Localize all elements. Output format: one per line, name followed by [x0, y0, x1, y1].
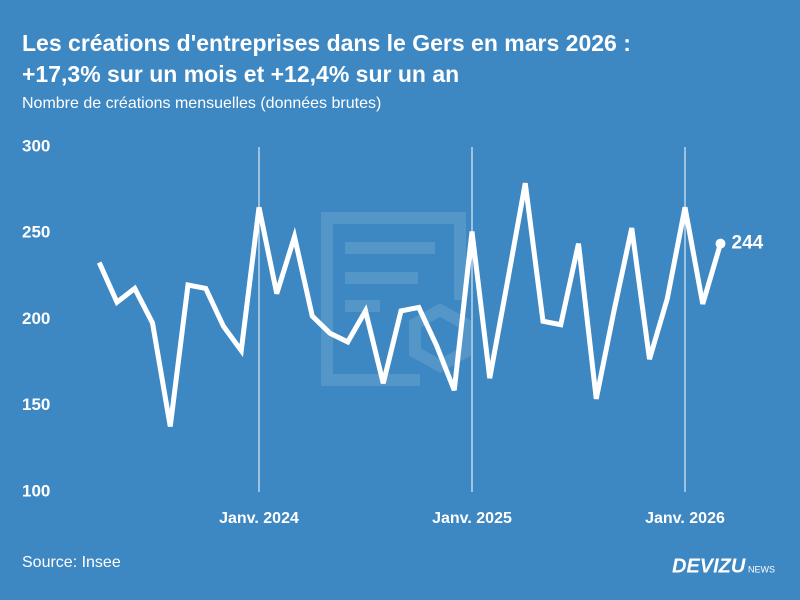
- brand-suffix: NEWS: [748, 564, 775, 574]
- x-tick-label: Janv. 2025: [432, 510, 512, 527]
- line: [96, 182, 723, 427]
- end-point: [715, 238, 726, 249]
- source: Source: Insee: [22, 554, 121, 571]
- y-tick-label: 100: [22, 481, 50, 500]
- chart-title: +17,3% sur un mois et +12,4% sur un an: [22, 61, 459, 87]
- value-label: 244: [732, 233, 764, 254]
- chart-subtitle: Nombre de créations mensuelles (données …: [22, 95, 381, 112]
- brand: DEVIZU: [672, 555, 746, 577]
- y-tick-label: 200: [22, 309, 50, 328]
- y-tick-label: 250: [22, 223, 50, 242]
- y-tick-label: 150: [22, 395, 50, 414]
- watermark: [321, 212, 471, 386]
- x-tick-label: Janv. 2026: [645, 510, 725, 527]
- y-tick-label: 300: [22, 136, 50, 155]
- chart-title: Les créations d'entreprises dans le Gers…: [22, 30, 631, 56]
- x-tick-label: Janv. 2024: [219, 510, 299, 527]
